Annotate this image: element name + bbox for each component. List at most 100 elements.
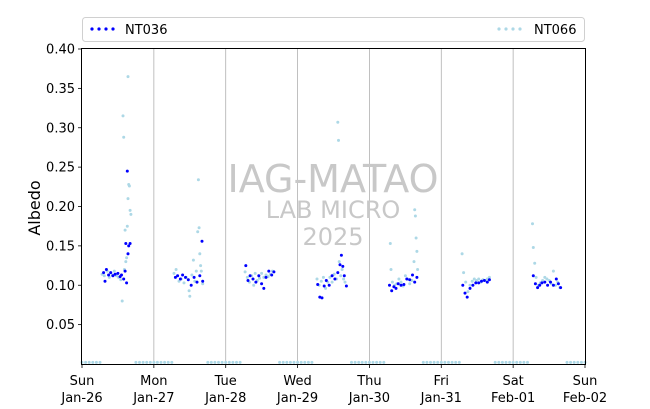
point-nt066 — [413, 208, 417, 212]
point-nt066 — [122, 135, 126, 139]
point-nt036 — [551, 283, 555, 287]
y-tick-label: 0.25 — [46, 161, 75, 176]
point-nt066 — [174, 268, 178, 271]
point-nt036 — [341, 264, 345, 268]
point-nt066 — [493, 360, 497, 364]
point-nt066 — [182, 281, 186, 285]
point-nt036 — [320, 296, 324, 300]
point-nt066 — [464, 280, 468, 284]
legend-label-nt066: NT066 — [534, 23, 576, 38]
point-nt036 — [339, 253, 343, 257]
point-nt036 — [246, 279, 250, 282]
x-tick-label-date: Jan-28 — [204, 391, 246, 406]
y-tick-label: 0.20 — [46, 200, 75, 215]
point-nt036 — [244, 264, 248, 268]
point-nt036 — [189, 283, 193, 287]
point-nt066 — [337, 260, 341, 264]
point-nt036 — [461, 283, 465, 287]
point-nt066 — [199, 269, 203, 273]
point-nt036 — [477, 281, 481, 285]
point-nt036 — [122, 277, 126, 281]
point-nt066 — [245, 275, 249, 279]
point-nt066 — [258, 276, 261, 280]
point-nt036 — [102, 271, 106, 275]
point-nt066 — [541, 279, 545, 282]
series-nt036 — [102, 169, 563, 300]
point-nt036 — [270, 273, 274, 277]
point-nt036 — [322, 284, 326, 288]
point-nt066 — [107, 275, 111, 279]
point-nt036 — [344, 284, 348, 288]
point-nt036 — [198, 274, 202, 278]
y-axis-label: Albedo — [25, 180, 44, 235]
point-nt036 — [394, 286, 398, 290]
point-nt036 — [480, 279, 483, 283]
point-nt066 — [414, 236, 418, 240]
point-nt036 — [336, 271, 340, 275]
point-nt036 — [176, 274, 180, 278]
point-nt066 — [87, 360, 91, 364]
watermark: IAG-MATAO LAB MICRO 2025 — [227, 157, 438, 251]
point-nt036 — [267, 269, 271, 273]
point-nt066 — [390, 280, 394, 284]
legend-marker-nt066 — [497, 27, 522, 31]
x-tick-label-day: Sat — [502, 374, 523, 389]
point-nt036 — [413, 280, 417, 284]
point-nt066 — [102, 274, 106, 278]
point-nt036 — [272, 270, 276, 274]
point-nt036 — [262, 286, 266, 290]
point-nt036 — [127, 244, 131, 248]
point-nt066 — [360, 360, 364, 364]
point-nt066 — [224, 360, 228, 364]
y-tick-label: 0.05 — [46, 318, 75, 333]
legend-marker-nt036 — [90, 27, 115, 31]
point-nt066 — [231, 360, 235, 364]
watermark-line-2: LAB MICRO — [266, 196, 401, 224]
point-nt036 — [465, 295, 469, 299]
point-nt036 — [396, 282, 400, 286]
point-nt066 — [533, 261, 537, 265]
point-nt066 — [253, 271, 257, 275]
point-nt036 — [485, 280, 489, 284]
point-nt066 — [148, 360, 152, 364]
point-nt066 — [572, 360, 576, 364]
point-nt066 — [508, 360, 512, 364]
point-nt066 — [220, 360, 224, 364]
point-nt036 — [559, 286, 563, 290]
watermark-line-3: 2025 — [302, 223, 363, 251]
point-nt036 — [181, 273, 185, 277]
point-nt066 — [260, 271, 264, 275]
point-nt066 — [209, 360, 213, 364]
point-nt066 — [190, 273, 194, 277]
x-tick-label-date: Feb-01 — [491, 391, 535, 406]
point-nt066 — [343, 280, 347, 284]
point-nt036 — [342, 274, 346, 278]
point-nt066 — [468, 283, 472, 287]
point-nt066 — [217, 360, 220, 364]
point-nt066 — [196, 178, 200, 182]
point-nt036 — [531, 274, 535, 278]
point-nt036 — [474, 281, 478, 285]
point-nt036 — [533, 282, 537, 286]
x-tick-label-date: Jan-27 — [132, 391, 174, 406]
point-nt066 — [238, 360, 242, 364]
point-nt066 — [285, 360, 289, 364]
point-nt066 — [134, 360, 138, 364]
point-nt066 — [357, 360, 361, 364]
point-nt066 — [98, 360, 102, 364]
point-nt066 — [412, 260, 416, 264]
point-nt066 — [378, 360, 382, 364]
point-nt066 — [119, 278, 123, 282]
point-nt066 — [281, 360, 285, 364]
point-nt066 — [129, 212, 133, 216]
point-nt066 — [235, 360, 238, 364]
point-nt066 — [425, 360, 429, 364]
point-nt066 — [306, 360, 310, 364]
point-nt066 — [443, 360, 447, 364]
point-nt066 — [91, 360, 95, 364]
point-nt036 — [468, 286, 472, 290]
point-nt066 — [125, 224, 129, 228]
point-nt066 — [534, 275, 538, 279]
point-nt036 — [330, 274, 334, 278]
watermark-line-1: IAG-MATAO — [227, 157, 438, 201]
